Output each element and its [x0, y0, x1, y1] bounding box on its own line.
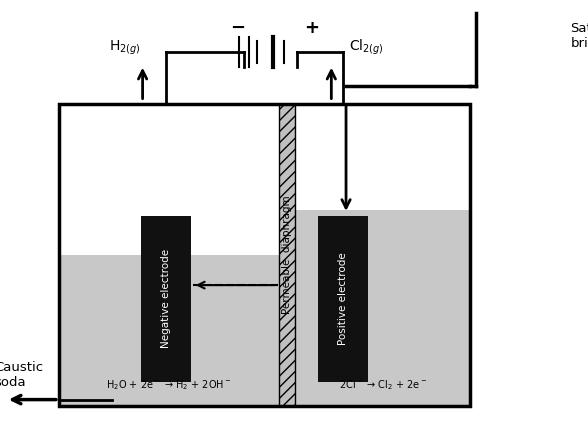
- Text: Saturated
brine: Saturated brine: [570, 22, 588, 50]
- Bar: [59, 104, 470, 406]
- Bar: [59, 255, 279, 406]
- Text: +: +: [304, 19, 319, 37]
- Text: Caustic
soda: Caustic soda: [0, 361, 44, 389]
- Text: Cl$_{2(g)}$: Cl$_{2(g)}$: [349, 38, 384, 57]
- Text: H$_{2(g)}$: H$_{2(g)}$: [109, 38, 141, 57]
- Bar: [296, 210, 470, 406]
- Bar: [141, 216, 191, 382]
- Text: −: −: [230, 19, 246, 37]
- Text: Permeable  diaphragm: Permeable diaphragm: [282, 196, 292, 314]
- Text: Positive electrode: Positive electrode: [338, 252, 348, 345]
- Text: 2Cl$^-$ → Cl$_2$ + 2e$^-$: 2Cl$^-$ → Cl$_2$ + 2e$^-$: [339, 378, 427, 392]
- Bar: [279, 104, 296, 406]
- Text: Negative electrode: Negative electrode: [161, 249, 171, 348]
- Bar: [318, 216, 368, 382]
- Text: H$_2$O + 2e$^-$ → H$_2$ + 2OH$^-$: H$_2$O + 2e$^-$ → H$_2$ + 2OH$^-$: [106, 378, 232, 392]
